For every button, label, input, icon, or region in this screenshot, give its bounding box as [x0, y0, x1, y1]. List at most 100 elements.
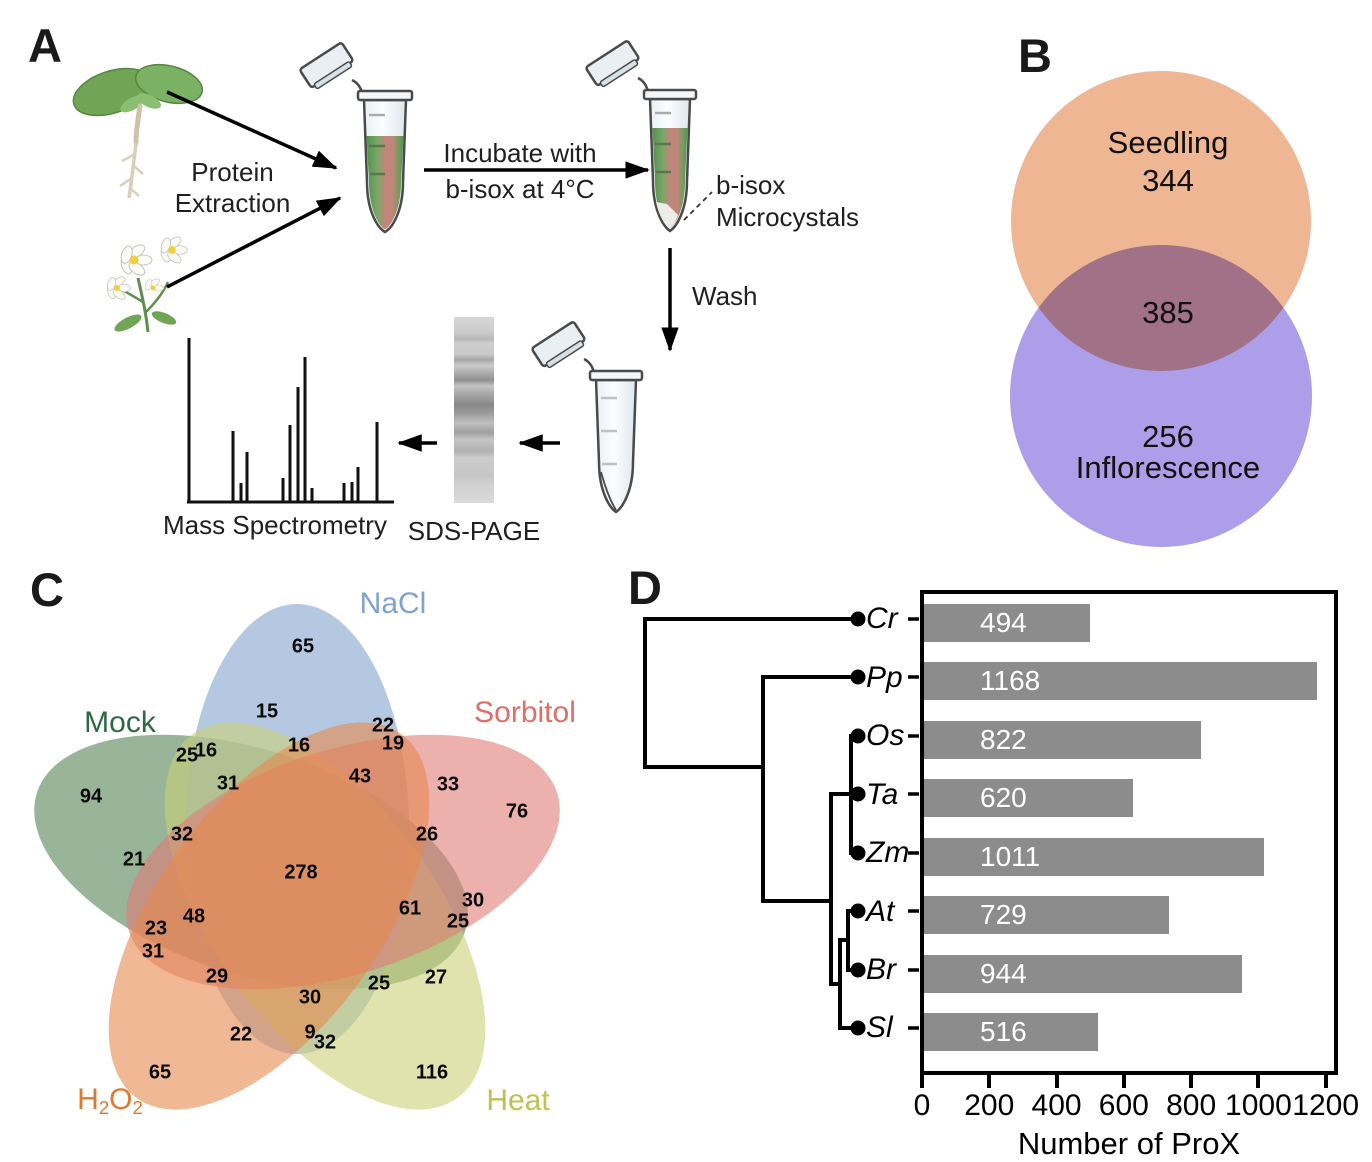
- venn-region-count: 32: [313, 1031, 337, 1054]
- venn-region-count: 48: [182, 905, 206, 928]
- venn-region-count: 31: [141, 940, 165, 963]
- bisox-label-line2: Microcystals: [716, 202, 860, 232]
- venn-region-count: 22: [229, 1023, 253, 1046]
- x-axis-tick-label: 1200: [1292, 1089, 1360, 1122]
- bar-pp: 1168: [924, 662, 1317, 700]
- x-axis-tick-label: 800: [1166, 1089, 1217, 1122]
- bar-sl: 516: [924, 1013, 1098, 1051]
- bar-value-label: 729: [980, 899, 1027, 930]
- x-axis-tick-label: 200: [964, 1089, 1015, 1122]
- workflow-arrows: [166, 90, 679, 452]
- seedling-label: Seedling: [1107, 125, 1229, 160]
- x-axis-tickmark: [987, 1075, 992, 1088]
- venn-region-count: 25: [367, 972, 391, 995]
- venn-region-count: 65: [148, 1061, 172, 1084]
- x-axis-tick-label: 0: [913, 1089, 931, 1122]
- microcentrifuge-tube-3: [531, 321, 644, 514]
- species-label-ta: Ta: [866, 778, 899, 811]
- x-axis-tickmark: [1323, 1075, 1328, 1088]
- panel-d-letter: D: [628, 561, 662, 614]
- heat-set-label: Heat: [486, 1084, 550, 1117]
- venn-region-count: 23: [144, 917, 168, 940]
- venn-region-count: 65: [291, 635, 315, 658]
- workflow-graphics: [72, 40, 713, 514]
- venn-circle-inflorescence: [1010, 245, 1312, 547]
- mass-spectrum-sketch: [187, 338, 394, 504]
- venn-region-count: 21: [122, 848, 146, 871]
- species-label-zm: Zm: [866, 836, 910, 869]
- wash-label: Wash: [692, 281, 758, 311]
- tip-tick-stubs: [908, 617, 919, 1030]
- venn-region-count: 15: [255, 700, 279, 723]
- venn-region-count: 29: [205, 965, 229, 988]
- bisox-label-line1: b-isox: [716, 170, 786, 200]
- venn-region-count: 61: [398, 897, 422, 920]
- bar-cr: 494: [924, 604, 1090, 642]
- phylogenetic-tree: [643, 611, 919, 1036]
- microcentrifuge-tube-1: [299, 42, 414, 234]
- flower-plant-icon: [107, 236, 188, 333]
- x-axis-tickmark: [1189, 1075, 1194, 1088]
- bar-value-label: 822: [980, 724, 1027, 755]
- x-axis-tickmark: [1256, 1075, 1261, 1088]
- venn-region-count: 32: [170, 823, 194, 846]
- species-label-cr: Cr: [866, 602, 898, 635]
- venn-region-count: 43: [348, 765, 372, 788]
- venn-region-count: 30: [298, 986, 322, 1009]
- venn-region-count: 116: [415, 1061, 449, 1084]
- panel-c-venn-stress: C 65 15 22 19 25 16 16 31 43 33 94 76 32 26 21 278 48 23 3…: [20, 560, 600, 1158]
- species-label-at: At: [866, 895, 895, 928]
- arrow-seedling-to-tube: [166, 90, 338, 170]
- seedling-count: 344: [1142, 163, 1194, 198]
- venn-region-count: 25: [175, 744, 199, 767]
- protein-extraction-label: Protein Extraction: [174, 157, 291, 218]
- bar-at: 729: [924, 896, 1169, 934]
- incubate-label-line1: Incubate with: [443, 138, 597, 168]
- panel-d-tree-barchart: D: [620, 560, 1372, 1161]
- sds-page-gel-lane-image: [454, 317, 494, 503]
- callout-dashed-line: [683, 191, 713, 221]
- species-label-br: Br: [866, 953, 896, 986]
- venn-region-count: 22: [371, 714, 395, 737]
- panel-b-letter: B: [1018, 29, 1052, 82]
- bar-os: 822: [924, 721, 1201, 759]
- bar-value-label: 944: [980, 958, 1027, 989]
- venn-region-count: 16: [287, 734, 311, 757]
- venn-region-count: 25: [446, 910, 470, 933]
- sds-page-label: SDS-PAGE: [407, 516, 541, 546]
- venn-region-count: 30: [461, 889, 485, 912]
- x-axis-tick-label: 1000: [1225, 1089, 1292, 1122]
- bar-chart-frame: [920, 590, 1338, 1075]
- venn-region-count: 33: [436, 773, 460, 796]
- x-axis-tickmark: [1054, 1075, 1059, 1088]
- venn-region-count: 278: [284, 861, 318, 884]
- panel-b-venn-tissues: B Seedling 344 385 256 Inflorescence: [980, 0, 1372, 560]
- x-axis-tick-label: 600: [1098, 1089, 1149, 1122]
- bar-value-label: 620: [980, 782, 1027, 813]
- bar-br: 944: [924, 955, 1242, 993]
- microcentrifuge-tube-2: [585, 40, 713, 233]
- h2o2-set-label: H2O2: [77, 1083, 143, 1119]
- panel-a-workflow: A: [0, 0, 980, 560]
- species-label-pp: Pp: [866, 661, 903, 694]
- flower-blossom: [107, 236, 188, 300]
- species-label-sl: Sl: [866, 1011, 893, 1044]
- bar-value-label: 494: [980, 607, 1027, 638]
- incubate-label-line2: b-isox at 4°C: [445, 174, 595, 204]
- mass-spectrometry-label: Mass Spectrometry: [163, 510, 387, 540]
- venn-region-count: 31: [216, 772, 240, 795]
- x-axis-title: Number of ProX: [1017, 1126, 1241, 1161]
- x-axis-tickmark: [1121, 1075, 1126, 1088]
- venn-region-count: 94: [79, 785, 103, 808]
- inflorescence-label: Inflorescence: [1075, 450, 1261, 485]
- tree-tip-dots: [850, 611, 866, 1036]
- bar-ta: 620: [924, 779, 1133, 817]
- sorbitol-set-label: Sorbitol: [474, 696, 576, 729]
- bar-value-label: 1168: [980, 665, 1041, 696]
- panel-a-letter: A: [28, 19, 62, 72]
- bar-value-label: 516: [980, 1016, 1027, 1047]
- venn-region-count: 16: [194, 739, 218, 762]
- bar-chart-bars: 494 1168 822 620 1011 729 944 516: [924, 594, 1334, 1071]
- bar-value-label: 1011: [980, 841, 1041, 872]
- overlap-count: 385: [1142, 295, 1194, 330]
